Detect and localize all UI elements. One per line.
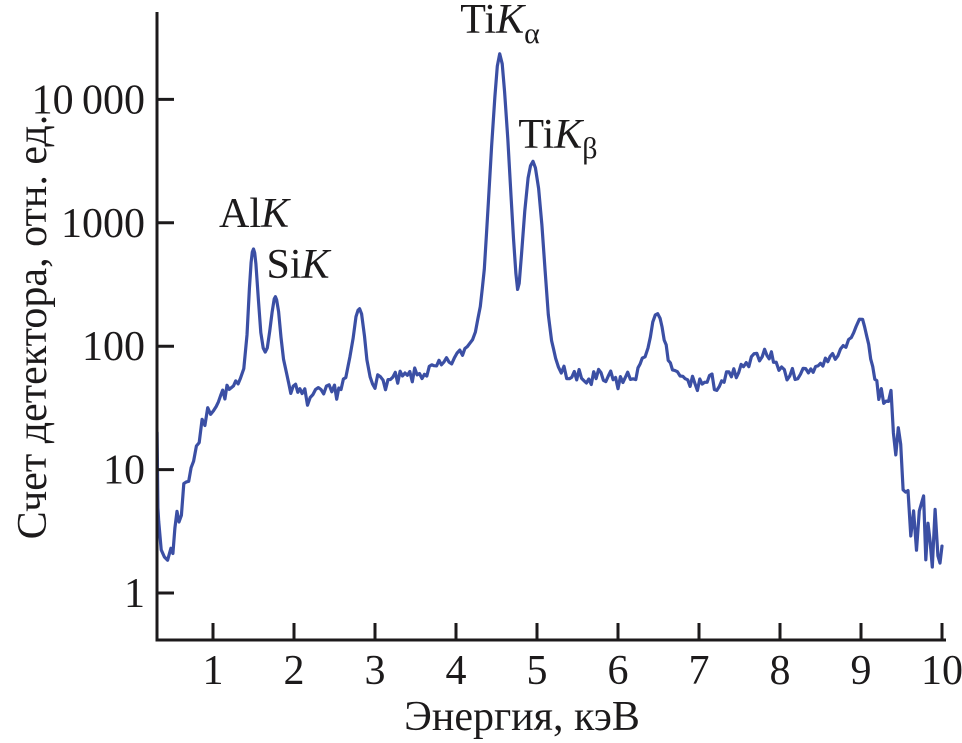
axes bbox=[155, 12, 946, 642]
y-tick-label: 100 bbox=[82, 324, 145, 370]
peak-label-SiK: SiK bbox=[266, 242, 331, 288]
x-tick-label: 7 bbox=[689, 648, 710, 694]
x-tick-label: 6 bbox=[608, 648, 629, 694]
peak-label-TiKβ: TiKβ bbox=[518, 112, 597, 165]
y-tick-label: 10 000 bbox=[32, 77, 145, 123]
x-tick-label: 4 bbox=[446, 648, 467, 694]
peak-label-TiKα: TiKα bbox=[460, 0, 540, 50]
y-tick-label: 10 bbox=[103, 448, 145, 494]
y-axis-title: Счет детектора, отн. ед. bbox=[10, 115, 56, 540]
y-tick-label: 1000 bbox=[61, 201, 145, 247]
x-tick-label: 3 bbox=[365, 648, 386, 694]
peak-label-AlK: AlK bbox=[219, 191, 291, 237]
x-tick-label: 10 bbox=[921, 648, 962, 694]
x-tick-label: 9 bbox=[851, 648, 872, 694]
x-axis-title: Энергия, кэВ bbox=[404, 694, 640, 740]
x-tick-label: 1 bbox=[203, 648, 224, 694]
x-tick-label: 5 bbox=[527, 648, 548, 694]
spectrum-line bbox=[155, 52, 944, 569]
x-tick-label: 2 bbox=[284, 648, 305, 694]
y-tick-label: 1 bbox=[124, 571, 145, 617]
x-tick-label: 8 bbox=[770, 648, 791, 694]
